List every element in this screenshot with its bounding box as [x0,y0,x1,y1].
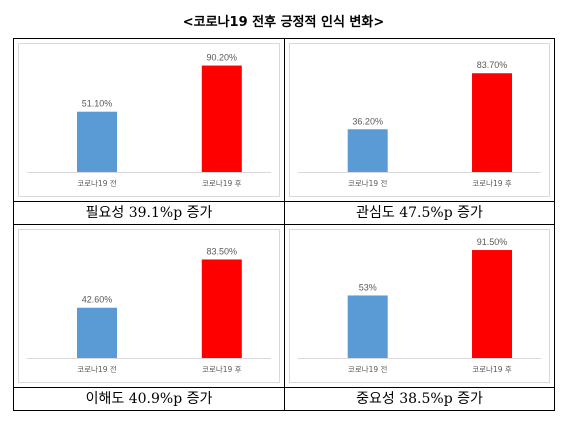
bar-chart-understanding: 42.60% 코로나19 전 83.50% 코로나19 후 [27,246,271,374]
data-label: 42.60% [82,295,113,305]
data-label: 53% [359,282,377,292]
chart-area: 36.20% 코로나19 전 83.70% 코로나19 후 [289,43,550,197]
chart-area: 42.60% 코로나19 전 83.50% 코로나19 후 [18,229,280,383]
category-label: 코로나19 전 [77,364,117,374]
data-label: 51.10% [82,99,113,109]
chart-grid: 51.10% 코로나19 전 90.20% 코로나19 후 필요성 39.1%p 증가… [13,38,555,411]
category-label: 코로나19 후 [202,179,242,188]
category-label: 코로나19 전 [77,178,117,188]
category-label: 코로나19 후 [472,179,512,188]
chart-caption: 관심도 47.5%p 증가 [285,201,554,224]
bar-after [201,259,242,358]
bar-chart-interest: 36.20% 코로나19 전 83.70% 코로나19 후 [298,60,541,188]
bar-before [347,129,388,172]
category-label: 코로나19 전 [348,178,388,188]
chart-panel-importance: 53% 코로나19 전 91.50% 코로나19 후 중요성 38.5%p 증가 [285,225,554,410]
bar-after [201,65,242,172]
page-title: <코로나19 전후 긍정적 인식 변화> [182,15,385,30]
chart-caption: 이해도 40.9%p 증가 [14,387,284,410]
category-label: 코로나19 후 [472,365,512,374]
chart-panel-interest: 36.20% 코로나19 전 83.70% 코로나19 후 관심도 47.5%p 증가 [285,39,554,224]
chart-area: 51.10% 코로나19 전 90.20% 코로나19 후 [18,43,280,197]
data-label: 91.50% [477,237,508,247]
data-label: 83.50% [207,246,238,256]
bar-chart-importance: 53% 코로나19 전 91.50% 코로나19 후 [298,237,541,374]
chart-caption: 중요성 38.5%p 증가 [285,387,554,410]
chart-caption: 필요성 39.1%p 증가 [14,201,284,224]
bar-after [472,250,513,358]
chart-panel-understanding: 42.60% 코로나19 전 83.50% 코로나19 후 이해도 40.9%p 증가 [14,225,284,410]
data-label: 83.70% [477,60,508,70]
bar-before [77,111,117,172]
data-label: 36.20% [352,116,383,126]
bar-before [347,295,388,358]
grid-divider-horizontal [14,224,554,225]
data-label: 90.20% [207,53,238,63]
category-label: 코로나19 전 [348,364,388,374]
bar-before [77,307,117,358]
bar-after [472,73,513,172]
category-label: 코로나19 후 [202,365,242,374]
chart-panel-necessity: 51.10% 코로나19 전 90.20% 코로나19 후 필요성 39.1%p 증가 [14,39,284,224]
chart-area: 53% 코로나19 전 91.50% 코로나19 후 [289,229,550,383]
bar-chart-necessity: 51.10% 코로나19 전 90.20% 코로나19 후 [27,53,271,188]
